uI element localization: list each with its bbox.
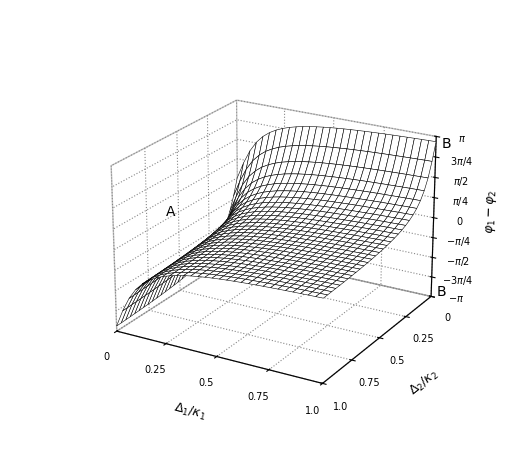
X-axis label: $\Delta_1/\kappa_1$: $\Delta_1/\kappa_1$ [172, 400, 208, 423]
Y-axis label: $\Delta_2/\kappa_2$: $\Delta_2/\kappa_2$ [406, 367, 441, 399]
